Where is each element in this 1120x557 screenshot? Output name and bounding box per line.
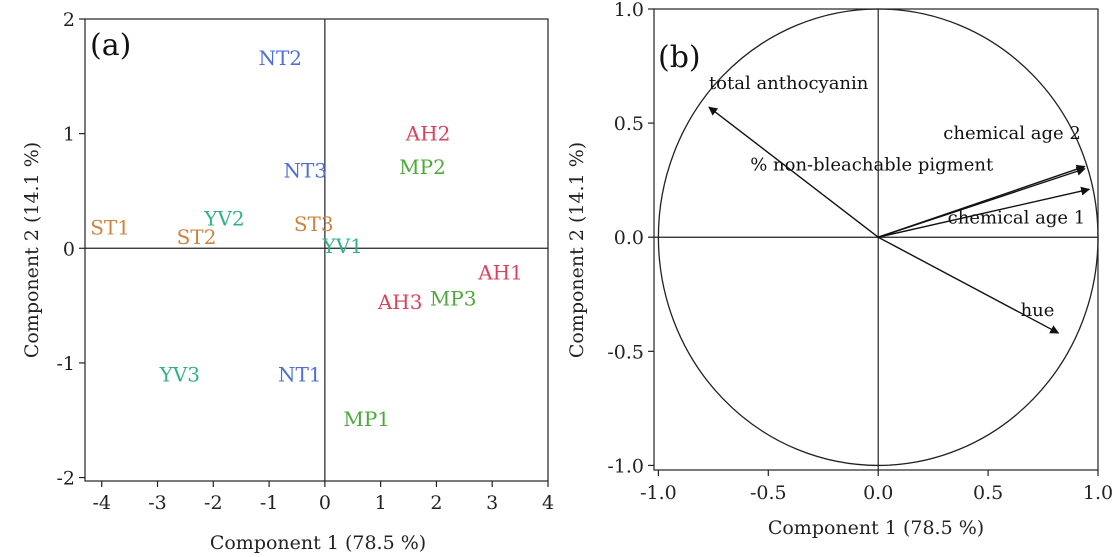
loading-plot-x-tick-label: 1.0 [1083,482,1113,504]
loading-plot-y-axis-label: Component 2 (14.1 %) [566,142,588,358]
score-plot-frame [84,18,549,482]
loading-vector-non-bleachable-pigment [877,164,1086,238]
score-point-yv1: YV1 [322,234,363,258]
loading-plot-y-tick-label: 1.0 [614,0,644,21]
score-point-yv2: YV2 [203,206,244,230]
score-plot-x-axis-label: Component 1 (78.5 %) [210,532,426,554]
score-plot-x-tick-label: 2 [430,492,442,514]
loading-plot-y-tick-label: -1.0 [607,455,644,477]
loading-vector-label-chemical-age-2: chemical age 2 [943,123,1081,144]
score-point-mp1: MP1 [343,407,390,431]
loading-vector-chemical-age-1 [878,186,1091,238]
loading-plot-x-axis-label: Component 1 (78.5 %) [768,517,984,539]
score-plot-x-tick-label: -3 [148,492,167,514]
loading-plot-panel: (b) Component 1 (78.5 %) Component 2 (14… [566,0,1113,539]
score-point-ah3: AH3 [377,290,423,314]
score-plot-y-tick-label: -1 [56,353,75,375]
score-plot-y-tick-label: 2 [63,9,75,31]
loading-plot-x-tick-label: 0.5 [973,482,1003,504]
score-point-nt2: NT2 [258,46,302,70]
score-plot-x-tick-label: 1 [375,492,387,514]
score-point-yv3: YV3 [159,362,200,386]
score-point-mp2: MP2 [399,155,446,179]
loading-vector-total-anthocyanin [708,106,879,238]
score-plot-y-tick-label: -2 [56,468,75,490]
loading-plot-y-tick-label: -0.5 [607,341,644,363]
score-point-st1: ST1 [90,216,130,240]
loading-vector-label-total-anthocyanin: total anthocyanin [709,73,869,94]
score-plot-y-axis-label: Component 2 (14.1 %) [21,142,43,358]
loading-plot-x-tick-label: 0.0 [863,482,893,504]
loading-vector-label-chemical-age-1: chemical age 1 [948,207,1086,228]
score-plot-x-tick-label: 3 [486,492,498,514]
loading-vector-hue [877,236,1060,334]
loading-plot-y-tick-label: 0.5 [614,113,644,135]
score-point-ah2: AH2 [405,122,451,146]
score-plot-y-tick-label: 1 [63,124,75,146]
score-plot-x-tick-label: 0 [319,492,331,514]
loading-plot-y-tick-label: 0.0 [614,227,644,249]
loading-plot-x-tick-label: -0.5 [750,482,787,504]
score-point-nt3: NT3 [284,158,328,182]
loading-plot-panel-label: (b) [658,40,701,75]
correlation-circle [657,8,1099,467]
score-plot-panel: (a) Component 1 (78.5 %) Component 2 (14… [21,9,554,554]
score-point-st3: ST3 [294,212,334,236]
score-plot-x-tick-label: -1 [260,492,279,514]
score-plot-panel-label: (a) [90,28,131,63]
loading-vector-label-non-bleachable-pigment: % non-bleachable pigment [750,154,994,175]
score-plot-x-tick-label: -4 [92,492,111,514]
score-point-st2: ST2 [177,225,217,249]
score-plot-x-tick-label: -2 [204,492,223,514]
score-plot-y-tick-label: 0 [63,238,75,260]
loading-plot-x-tick-label: -1.0 [640,482,677,504]
score-point-mp3: MP3 [430,287,477,311]
score-point-ah1: AH1 [477,260,523,284]
score-plot-x-tick-label: 4 [542,492,554,514]
loading-vector-label-hue: hue [1021,300,1055,321]
score-point-nt1: NT1 [278,362,322,386]
